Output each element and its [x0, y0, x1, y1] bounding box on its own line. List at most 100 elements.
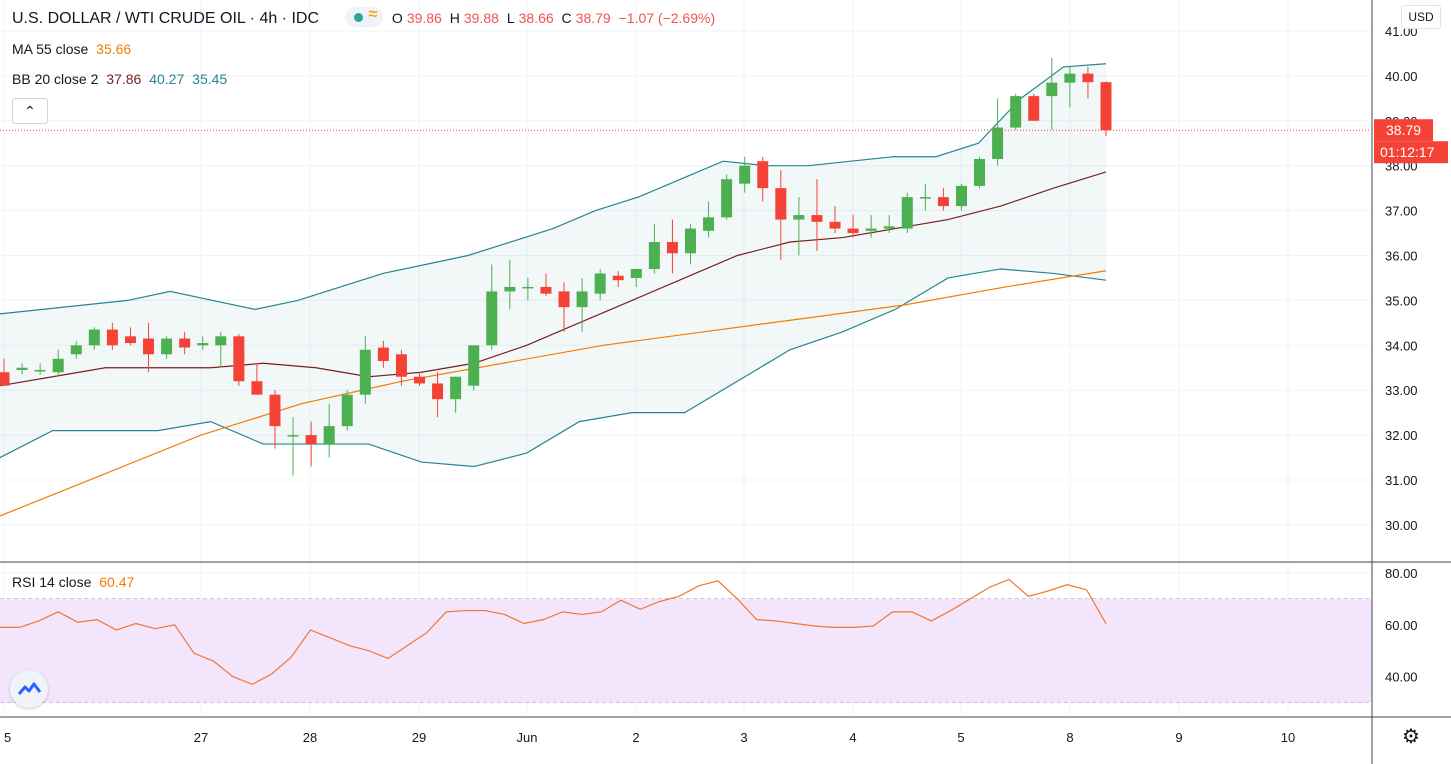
- chevron-up-icon: ⌃: [24, 103, 36, 119]
- price-tick-label: 30.00: [1385, 518, 1418, 533]
- time-tick-label: 4: [849, 730, 856, 745]
- candle-up: [703, 217, 715, 231]
- price-tick-label: 36.00: [1385, 249, 1418, 264]
- price-marker-box: [1374, 119, 1433, 142]
- candle-up: [721, 179, 733, 218]
- rsi-tick-label: 40.00: [1385, 670, 1418, 685]
- price-tick-label: 40.00: [1385, 69, 1418, 84]
- time-tick-label: 27: [194, 730, 208, 745]
- settings-gear-icon[interactable]: ⚙: [1402, 726, 1420, 748]
- bb-legend[interactable]: BB 20 close 2 37.86 40.27 35.45: [12, 71, 231, 87]
- price-marker-label: 38.79: [1386, 122, 1421, 138]
- low-value: 38.66: [518, 10, 554, 27]
- bb-lower-value: 35.45: [192, 71, 228, 87]
- candle-down: [0, 372, 10, 386]
- candle-up: [684, 228, 696, 254]
- open-label: O: [391, 10, 403, 27]
- candle-up: [341, 394, 353, 427]
- candle-down: [269, 394, 281, 427]
- candle-up: [793, 215, 805, 220]
- time-tick-label: 28: [303, 730, 317, 745]
- candle-down: [937, 197, 949, 207]
- rsi-value: 60.47: [99, 574, 135, 590]
- candle-up: [1064, 73, 1076, 83]
- price-tick-label: 33.00: [1385, 383, 1418, 398]
- candle-down: [251, 381, 263, 395]
- candle-up: [992, 127, 1004, 159]
- chart-title-row: U.S. DOLLAR / WTI CRUDE OIL · 4h · IDC ≈…: [12, 6, 723, 29]
- rsi-tick-label: 80.00: [1385, 566, 1418, 581]
- time-tick-label: Jun: [517, 730, 538, 745]
- delayed-data-icon: ≈: [368, 6, 378, 23]
- candle-up: [287, 435, 299, 437]
- candle-down: [395, 354, 407, 377]
- candle-up: [16, 367, 28, 370]
- bb-upper-value: 40.27: [149, 71, 185, 87]
- candle-up: [865, 228, 877, 231]
- candle-up: [594, 273, 606, 294]
- candle-up: [739, 165, 751, 184]
- candle-down: [666, 242, 678, 254]
- high-label: H: [449, 10, 460, 27]
- time-tick-label: 3: [740, 730, 747, 745]
- ohlc-values: O 39.86 H 39.88 L 38.66 C 38.79 −1.07 (−2.69…: [392, 10, 719, 26]
- candle-up: [161, 338, 173, 355]
- rsi-zone: [0, 598, 1372, 703]
- change-value: −1.07 (−2.69%): [618, 10, 716, 27]
- candle-up: [70, 345, 82, 355]
- candle-up: [323, 426, 335, 445]
- low-label: L: [506, 10, 515, 27]
- tradingview-logo[interactable]: [10, 670, 48, 708]
- candle-down: [179, 338, 191, 348]
- time-tick-label: 5: [4, 730, 11, 745]
- candle-down: [1100, 82, 1112, 131]
- candle-up: [576, 291, 588, 308]
- rsi-line: [0, 578, 1107, 686]
- symbol-title[interactable]: U.S. DOLLAR / WTI CRUDE OIL · 4h · IDC: [12, 10, 320, 28]
- candle-down: [377, 347, 389, 362]
- candle-up: [450, 376, 462, 400]
- time-tick-label: 29: [412, 730, 426, 745]
- candles: [0, 57, 1112, 476]
- ma-legend[interactable]: MA 55 close 35.66: [12, 41, 135, 57]
- candle-up: [883, 226, 895, 229]
- candle-up: [197, 343, 209, 346]
- price-tick-label: 37.00: [1385, 204, 1418, 219]
- close-value: 38.79: [575, 10, 611, 27]
- rsi-label: RSI 14 close: [12, 574, 92, 590]
- logo-icon: [17, 682, 42, 695]
- bb-lower-line: [0, 268, 1107, 468]
- candle-up: [955, 185, 967, 207]
- collapse-legend-button[interactable]: ⌃: [12, 98, 48, 124]
- time-tick-label: 10: [1281, 730, 1295, 745]
- candle-down: [558, 291, 570, 308]
- candle-down: [847, 228, 859, 234]
- candle-up: [919, 197, 931, 199]
- ma55-line: [0, 270, 1107, 517]
- candle-down: [1082, 73, 1094, 83]
- rsi-legend[interactable]: RSI 14 close 60.47: [12, 574, 138, 590]
- price-tick-label: 31.00: [1385, 473, 1418, 488]
- market-open-icon: [354, 13, 364, 22]
- countdown-box: [1374, 141, 1448, 164]
- candle-down: [757, 161, 769, 189]
- countdown-label: 01:12:17: [1380, 144, 1435, 160]
- currency-button[interactable]: USD: [1401, 5, 1441, 29]
- rsi-tick-label: 60.00: [1385, 618, 1418, 633]
- price-tick-label: 32.00: [1385, 428, 1418, 443]
- candle-down: [811, 215, 823, 222]
- candle-up: [215, 336, 227, 346]
- candle-up: [522, 286, 534, 289]
- candle-up: [468, 345, 480, 386]
- candle-down: [775, 188, 787, 220]
- candle-down: [106, 329, 118, 346]
- candle-up: [504, 286, 516, 292]
- candle-up: [359, 349, 371, 395]
- ma-value: 35.66: [96, 41, 132, 57]
- candle-up: [1010, 96, 1022, 128]
- bb-basis-line: [0, 171, 1107, 387]
- bb-upper-line: [0, 63, 1107, 315]
- ma-label: MA 55 close: [12, 41, 89, 57]
